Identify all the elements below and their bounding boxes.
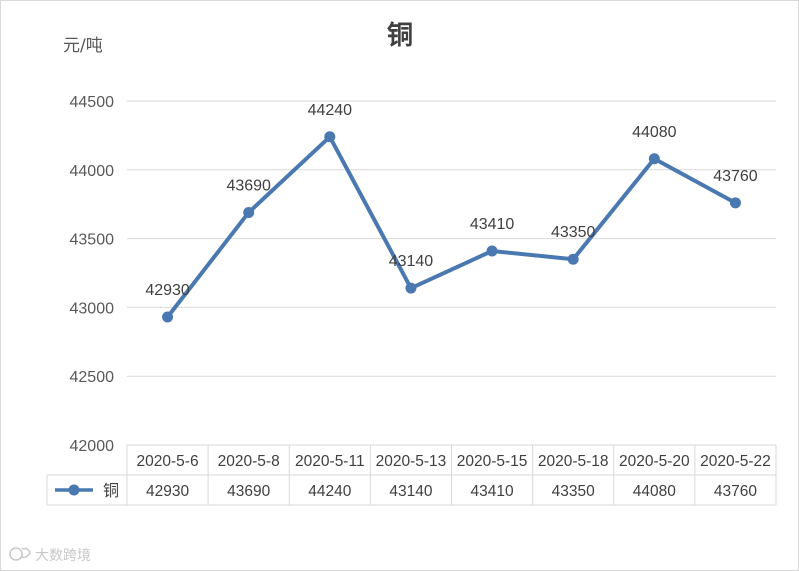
- series-copper: [162, 131, 741, 323]
- y-axis-ticks: 42000 42500 43000 43500 44000 44500: [70, 94, 115, 455]
- y-tick-label: 42500: [70, 369, 115, 386]
- x-tick-label: 2020-5-22: [700, 453, 771, 470]
- table-value-cell: 44240: [308, 483, 351, 500]
- table-value-cell: 44080: [633, 483, 676, 500]
- chart-title: 铜: [387, 21, 413, 51]
- data-label: 44240: [308, 102, 353, 119]
- data-labels: 42930 43690 44240 43140 43410 43350 44080 43760: [145, 102, 757, 299]
- legend-marker-icon: [68, 484, 80, 496]
- watermark-logo-icon: [9, 547, 31, 561]
- data-label: 43410: [470, 216, 515, 233]
- data-point: [729, 197, 741, 209]
- table-value-cell: 43140: [389, 483, 432, 500]
- gridlines: [127, 100, 776, 377]
- table-value-cell: 42930: [146, 483, 189, 500]
- table-value-cell: 43410: [471, 483, 514, 500]
- data-table: 2020-5-6 2020-5-8 2020-5-11 2020-5-13 2020-5…: [46, 444, 777, 506]
- x-tick-label: 2020-5-13: [376, 453, 447, 470]
- data-label: 43140: [389, 253, 434, 270]
- x-tick-label: 2020-5-15: [457, 453, 528, 470]
- data-point: [648, 153, 660, 165]
- data-point: [405, 282, 417, 294]
- table-value-cell: 43350: [552, 483, 595, 500]
- y-tick-label: 43500: [70, 232, 115, 249]
- y-axis-unit: 元/吨: [63, 36, 103, 56]
- table-value-cell: 43690: [227, 483, 270, 500]
- legend-series-name: 铜: [103, 481, 119, 500]
- data-label: 44080: [632, 124, 677, 141]
- y-tick-label: 44500: [70, 94, 115, 111]
- x-tick-label: 2020-5-11: [295, 453, 365, 470]
- y-tick-label: 44000: [70, 163, 115, 180]
- data-point: [567, 253, 579, 265]
- x-tick-label: 2020-5-18: [538, 453, 609, 470]
- data-point: [162, 311, 174, 323]
- y-tick-label: 43000: [70, 300, 115, 317]
- x-tick-label: 2020-5-8: [218, 453, 280, 470]
- x-tick-label: 2020-5-6: [137, 453, 199, 470]
- data-point: [324, 131, 336, 143]
- x-tick-label: 2020-5-20: [619, 453, 690, 470]
- y-tick-label: 42000: [70, 438, 115, 455]
- data-label: 42930: [145, 282, 190, 299]
- watermark: 大数跨境: [9, 547, 91, 564]
- data-label: 43760: [713, 168, 758, 185]
- series-line: [165, 134, 738, 320]
- watermark-text: 大数跨境: [35, 548, 91, 564]
- data-point: [486, 245, 498, 257]
- data-point: [243, 206, 255, 218]
- table-value-cell: 43760: [714, 483, 757, 500]
- data-label: 43690: [226, 177, 271, 194]
- data-label: 43350: [551, 224, 596, 241]
